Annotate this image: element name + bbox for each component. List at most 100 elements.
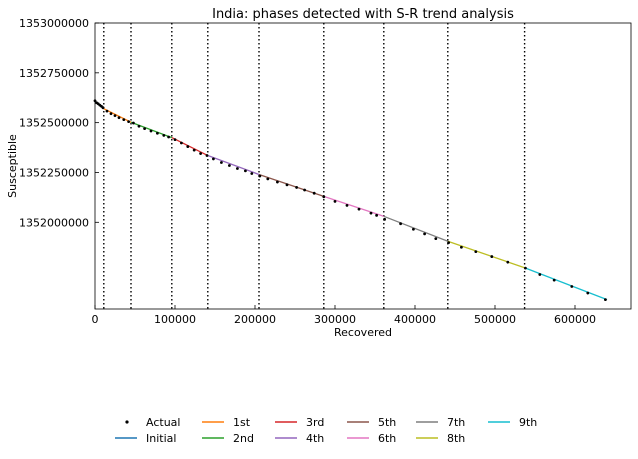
legend-label-5: 4th [306, 432, 324, 445]
actual-point-8 [113, 114, 117, 118]
actual-point-35 [295, 186, 298, 189]
phase-line-8 [447, 240, 525, 269]
actual-point-25 [212, 157, 215, 161]
actual-point-22 [192, 148, 196, 152]
actual-point-32 [266, 177, 270, 181]
actual-point-16 [156, 131, 159, 135]
actual-point-11 [127, 120, 130, 124]
actual-point-41 [357, 207, 361, 211]
legend-label-3: 2nd [233, 432, 254, 445]
legend-label-9: 8th [447, 432, 465, 445]
plot-frame [94, 22, 632, 310]
actual-point-19 [173, 138, 177, 141]
actual-point-46 [412, 227, 415, 231]
actual-point-54 [524, 266, 527, 270]
actual-point-14 [143, 127, 147, 131]
x-tick-label-5: 500000 [474, 313, 516, 326]
actual-point-30 [250, 172, 254, 175]
legend-marker-0 [125, 420, 129, 424]
chart-title: India: phases detected with S-R trend an… [212, 7, 514, 22]
actual-point-29 [244, 169, 247, 173]
actual-point-38 [322, 195, 326, 199]
x-tick-label-6: 600000 [554, 313, 596, 326]
actual-point-21 [186, 145, 190, 148]
actual-point-36 [303, 188, 306, 192]
legend-label-1: Initial [146, 432, 176, 445]
phase-line-7 [383, 215, 449, 242]
actual-point-49 [447, 241, 450, 245]
y-tick-label-1: 1352250000 [19, 166, 89, 179]
legend-item-7: 6th [347, 432, 396, 445]
legend-label-0: Actual [146, 416, 180, 429]
actual-point-5 [101, 106, 105, 110]
actual-point-27 [228, 164, 231, 167]
actual-point-20 [180, 141, 183, 145]
x-tick-label-3: 300000 [314, 313, 356, 326]
actual-point-9 [117, 116, 121, 120]
legend-item-6: 5th [347, 416, 396, 429]
x-axis: 0 100000 200000 300000 400000 500000 600000 [92, 305, 596, 326]
actual-point-33 [276, 180, 279, 184]
actual-point-26 [220, 161, 223, 164]
actual-point-37 [312, 191, 316, 195]
legend-label-6: 5th [378, 416, 396, 429]
actual-points [93, 99, 607, 302]
y-tick-label-3: 1352750000 [19, 67, 89, 80]
actual-point-56 [552, 278, 556, 282]
actual-point-52 [490, 255, 494, 258]
x-tick-label-1: 100000 [154, 313, 196, 326]
actual-point-34 [285, 183, 289, 187]
y-axis: 1352000000 1352250000 1352500000 1352750000… [19, 17, 99, 229]
actual-point-42 [369, 211, 373, 215]
phase-lines [94, 101, 608, 301]
y-tick-label-4: 1353000000 [19, 17, 89, 30]
legend-item-2: 1st [202, 416, 251, 429]
legend-item-0: Actual [125, 416, 180, 429]
actual-point-50 [460, 245, 463, 249]
actual-point-10 [122, 118, 126, 122]
actual-point-7 [109, 112, 113, 116]
actual-point-31 [258, 174, 262, 178]
actual-point-40 [345, 203, 349, 207]
actual-point-6 [105, 109, 109, 113]
actual-point-17 [162, 134, 166, 137]
legend: Actual Initial 1st 2nd 3rd 4th 5th 6th 7th 8th 9th [115, 416, 537, 445]
legend-label-8: 7th [447, 416, 465, 429]
legend-item-8: 7th [416, 416, 465, 429]
legend-item-9: 8th [416, 432, 465, 445]
actual-point-51 [474, 250, 478, 254]
legend-item-10: 9th [488, 416, 537, 429]
actual-point-44 [383, 217, 386, 221]
legend-label-4: 3rd [306, 416, 324, 429]
y-tick-label-2: 1352500000 [19, 117, 89, 130]
actual-point-39 [333, 199, 337, 203]
actual-point-57 [570, 285, 574, 288]
legend-item-1: Initial [115, 432, 176, 445]
x-tick-label-0: 0 [92, 313, 99, 326]
x-tick-label-4: 400000 [394, 313, 436, 326]
actual-point-43 [375, 213, 378, 217]
actual-point-12 [132, 121, 135, 125]
legend-label-7: 6th [378, 432, 396, 445]
actual-point-24 [205, 154, 209, 157]
x-tick-label-2: 200000 [234, 313, 276, 326]
legend-item-3: 2nd [202, 432, 254, 445]
actual-point-59 [604, 298, 607, 302]
actual-point-15 [149, 129, 153, 133]
y-tick-label-0: 1352000000 [19, 216, 89, 229]
legend-label-2: 1st [233, 416, 251, 429]
actual-point-58 [586, 291, 590, 295]
legend-item-5: 4th [275, 432, 324, 445]
actual-point-53 [506, 260, 510, 264]
actual-point-13 [137, 124, 141, 128]
actual-point-47 [423, 232, 426, 236]
y-axis-title: Susceptible [6, 134, 19, 198]
actual-point-28 [236, 167, 239, 170]
actual-point-18 [167, 135, 171, 139]
phase-line-4 [207, 154, 260, 176]
phase-line-6 [323, 195, 385, 217]
actual-point-45 [399, 222, 402, 226]
actual-point-48 [434, 237, 438, 241]
legend-label-10: 9th [519, 416, 537, 429]
